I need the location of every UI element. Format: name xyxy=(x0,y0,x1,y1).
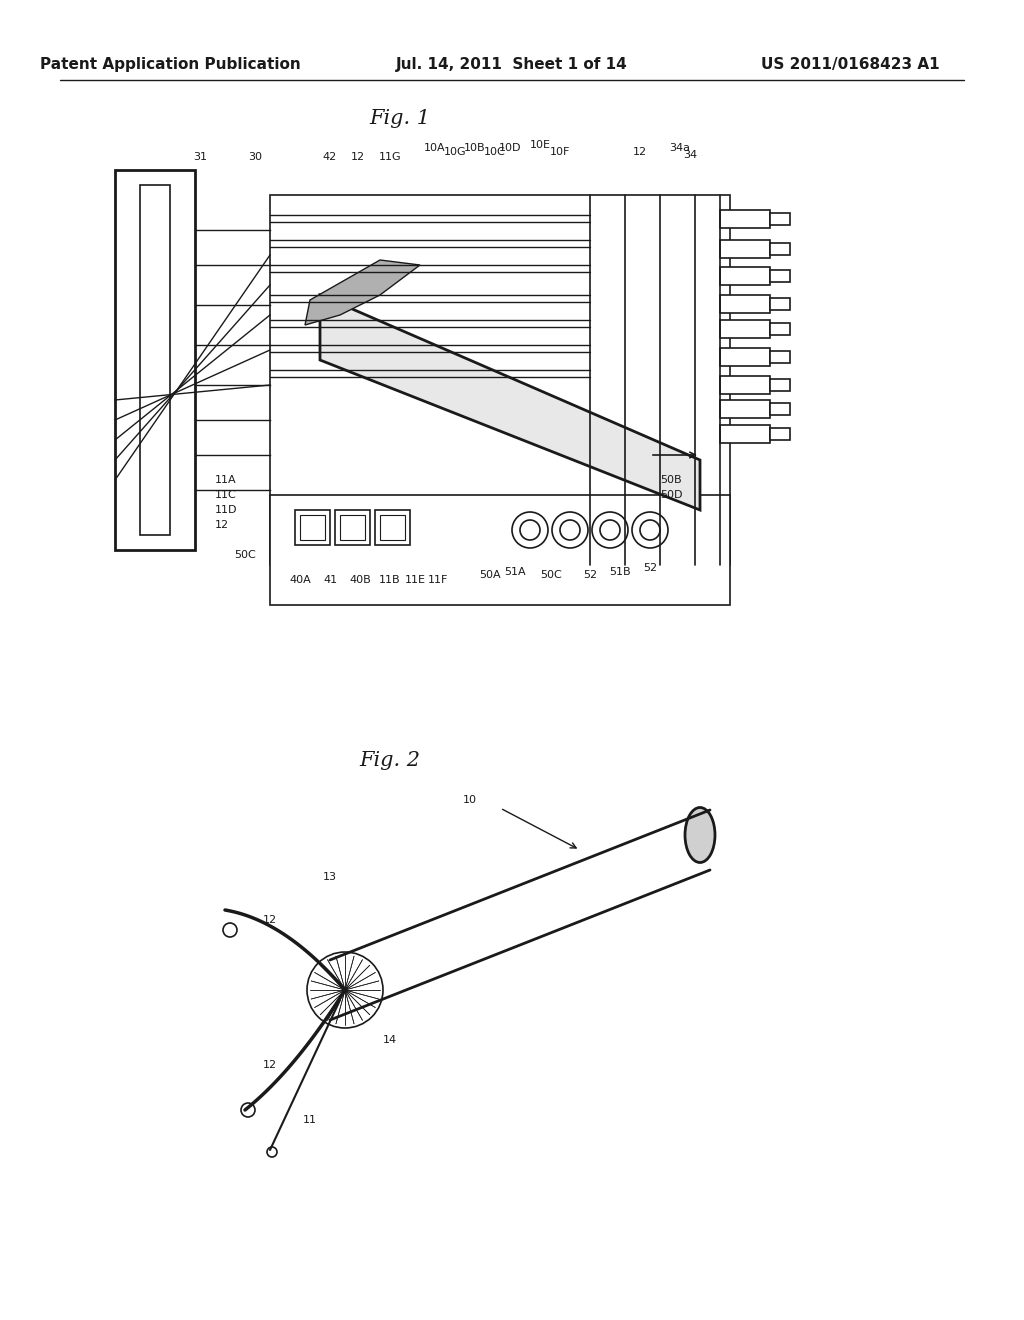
Bar xyxy=(720,240,770,257)
Text: 51B: 51B xyxy=(609,568,631,577)
Bar xyxy=(720,376,770,393)
Text: 11A: 11A xyxy=(215,475,237,484)
Text: 10A: 10A xyxy=(424,143,445,153)
Text: 11F: 11F xyxy=(428,576,449,585)
Bar xyxy=(770,351,790,363)
Text: 11D: 11D xyxy=(215,506,238,515)
Text: 52: 52 xyxy=(583,570,597,579)
Bar xyxy=(770,243,790,255)
Text: 11C: 11C xyxy=(215,490,237,500)
Ellipse shape xyxy=(685,808,715,862)
Circle shape xyxy=(307,952,383,1028)
Text: 40B: 40B xyxy=(349,576,371,585)
Text: 10B: 10B xyxy=(464,143,485,153)
Text: 30: 30 xyxy=(248,152,262,162)
Text: 10F: 10F xyxy=(550,147,570,157)
Text: Jul. 14, 2011  Sheet 1 of 14: Jul. 14, 2011 Sheet 1 of 14 xyxy=(396,58,628,73)
Text: 50B: 50B xyxy=(660,475,682,484)
Bar xyxy=(720,210,770,228)
Text: Fig. 1: Fig. 1 xyxy=(370,108,430,128)
Text: 14: 14 xyxy=(383,1035,397,1045)
Text: 51A: 51A xyxy=(504,568,525,577)
Bar xyxy=(770,298,790,310)
Bar xyxy=(770,213,790,224)
Bar xyxy=(770,271,790,282)
Bar xyxy=(295,510,330,545)
Text: 11E: 11E xyxy=(404,576,426,585)
Bar xyxy=(115,170,195,550)
Text: 10: 10 xyxy=(463,795,477,805)
Bar xyxy=(720,319,770,338)
Bar xyxy=(380,515,406,540)
Text: 41: 41 xyxy=(323,576,337,585)
Bar xyxy=(720,348,770,366)
Bar xyxy=(270,495,730,605)
Bar xyxy=(770,428,790,440)
Bar xyxy=(335,510,370,545)
Text: 12: 12 xyxy=(215,520,229,531)
Text: 12: 12 xyxy=(633,147,647,157)
Text: 12: 12 xyxy=(351,152,366,162)
Text: Fig. 2: Fig. 2 xyxy=(359,751,421,770)
Text: 34a: 34a xyxy=(670,143,690,153)
Bar xyxy=(300,515,325,540)
Bar xyxy=(770,323,790,335)
Bar xyxy=(720,425,770,444)
Text: 10G: 10G xyxy=(443,147,466,157)
Text: 34: 34 xyxy=(683,150,697,160)
Text: 11G: 11G xyxy=(379,152,401,162)
Bar xyxy=(140,185,170,535)
Text: 12: 12 xyxy=(263,1060,278,1071)
Text: 10D: 10D xyxy=(499,143,521,153)
Polygon shape xyxy=(319,294,700,510)
Text: 42: 42 xyxy=(323,152,337,162)
Text: 11: 11 xyxy=(303,1115,317,1125)
Text: 13: 13 xyxy=(323,873,337,882)
Text: 12: 12 xyxy=(263,915,278,925)
Text: 10E: 10E xyxy=(529,140,551,150)
Text: 50C: 50C xyxy=(234,550,256,560)
Bar xyxy=(270,195,730,565)
Bar xyxy=(770,403,790,414)
Bar xyxy=(375,510,410,545)
Text: 11B: 11B xyxy=(379,576,400,585)
Bar xyxy=(720,294,770,313)
Text: 31: 31 xyxy=(193,152,207,162)
Bar xyxy=(770,379,790,391)
Bar xyxy=(720,267,770,285)
Text: 50A: 50A xyxy=(479,570,501,579)
Text: Patent Application Publication: Patent Application Publication xyxy=(40,58,300,73)
Text: 40A: 40A xyxy=(289,576,311,585)
Polygon shape xyxy=(305,260,420,325)
Text: 50D: 50D xyxy=(660,490,683,500)
Text: 50C: 50C xyxy=(540,570,562,579)
Text: 10C: 10C xyxy=(484,147,506,157)
Text: US 2011/0168423 A1: US 2011/0168423 A1 xyxy=(761,58,939,73)
Text: 52: 52 xyxy=(643,564,657,573)
Bar xyxy=(340,515,365,540)
Bar xyxy=(720,400,770,418)
